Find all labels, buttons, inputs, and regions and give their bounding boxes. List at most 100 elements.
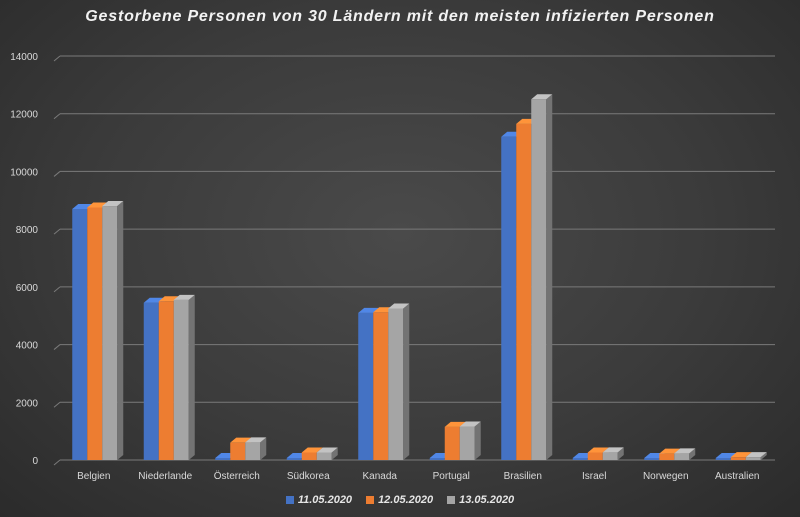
bar-front xyxy=(602,452,618,460)
bar-front xyxy=(531,99,547,461)
bar-front xyxy=(215,458,231,460)
bar-front xyxy=(587,452,603,460)
bar-side xyxy=(617,447,624,460)
legend-item: 13.05.2020 xyxy=(447,494,514,506)
bar-front xyxy=(373,312,389,460)
bar-top xyxy=(730,452,752,458)
y-tick-label: 4000 xyxy=(16,341,39,352)
bar-front xyxy=(659,453,675,460)
bar-front xyxy=(459,426,475,460)
bar xyxy=(316,447,338,460)
bar-front xyxy=(301,452,317,460)
bar xyxy=(531,94,553,461)
bar-front xyxy=(429,458,445,460)
bar-front xyxy=(230,442,246,460)
x-tick-label: Brasilien xyxy=(504,471,542,482)
legend-item: 11.05.2020 xyxy=(285,494,353,506)
bar-side xyxy=(689,448,696,460)
bar xyxy=(173,294,195,460)
bar-side xyxy=(117,201,124,461)
bar-side xyxy=(260,437,267,460)
bar-top xyxy=(316,447,338,453)
bar-front xyxy=(87,207,103,460)
bar-top xyxy=(301,447,323,453)
bar xyxy=(674,448,696,460)
x-tick-label: Portugal xyxy=(433,471,470,482)
bar-top xyxy=(745,452,767,458)
bar-top xyxy=(602,447,624,453)
bar-top xyxy=(102,201,124,207)
bar-front xyxy=(158,301,174,460)
bar xyxy=(245,437,267,460)
legend-item: 12.05.2020 xyxy=(366,494,433,506)
x-tick-label: Australien xyxy=(715,471,759,482)
y-tick-label: 12000 xyxy=(10,110,38,121)
gridline-depth xyxy=(53,171,61,177)
bar-front xyxy=(715,458,731,460)
bar-front xyxy=(501,136,517,461)
bar-front xyxy=(644,458,660,460)
bar-front xyxy=(72,208,88,460)
bar-front xyxy=(358,312,374,460)
x-tick-label: Südkorea xyxy=(287,471,330,482)
chart-legend: 11.05.2020 12.05.2020 13.05.2020 xyxy=(0,494,800,506)
gridline-depth xyxy=(53,113,61,120)
bar-top xyxy=(587,447,609,453)
gridline-depth xyxy=(53,459,61,466)
x-tick-label: Norwegen xyxy=(643,471,689,482)
bar-side xyxy=(188,294,195,460)
bar-front xyxy=(444,426,460,460)
bar-front xyxy=(388,308,404,460)
bar-front xyxy=(102,206,118,460)
y-tick-label: 14000 xyxy=(10,52,38,63)
bar-front xyxy=(730,457,746,460)
bar-top xyxy=(245,437,267,443)
bar-front xyxy=(245,442,261,460)
bar-side xyxy=(546,94,553,461)
bar-top xyxy=(674,448,696,454)
gridline-depth xyxy=(53,228,61,235)
y-tick-label: 0 xyxy=(32,456,38,467)
legend-swatch xyxy=(447,496,456,504)
legend-label: 13.05.2020 xyxy=(459,494,515,506)
bar-top xyxy=(230,437,252,443)
gridline-depth xyxy=(53,55,61,62)
chart-title: Gestorbene Personen von 30 Ländern mit d… xyxy=(85,8,715,25)
bar xyxy=(745,452,767,460)
bar-front xyxy=(143,302,159,460)
bar-top xyxy=(531,94,553,100)
x-tick-label: Israel xyxy=(582,471,606,482)
y-tick-label: 10000 xyxy=(10,167,38,178)
x-tick-label: Belgien xyxy=(77,471,110,482)
bar-side xyxy=(474,421,481,460)
bar xyxy=(459,421,481,460)
bar-top xyxy=(459,421,481,427)
bar-side xyxy=(403,303,410,460)
gridline-depth xyxy=(53,286,61,293)
bar-front xyxy=(286,458,302,460)
gridline-depth xyxy=(53,401,61,408)
y-tick-label: 6000 xyxy=(16,283,39,294)
bar-front xyxy=(572,458,588,460)
bar-top xyxy=(173,294,195,300)
bar-front xyxy=(173,299,189,460)
legend-swatch xyxy=(285,496,294,504)
bar xyxy=(102,201,124,461)
legend-label: 11.05.2020 xyxy=(297,494,353,506)
bar-side xyxy=(331,447,338,460)
bar xyxy=(388,303,410,460)
bar-top xyxy=(388,303,410,309)
bar-top xyxy=(444,421,466,427)
bar-front xyxy=(316,452,332,460)
legend-swatch xyxy=(366,496,375,504)
bar-front xyxy=(745,457,761,460)
bar-top xyxy=(358,307,380,313)
gridline-depth xyxy=(53,344,61,350)
legend-label: 12.05.2020 xyxy=(378,494,434,506)
bar-side xyxy=(760,452,767,460)
bar xyxy=(602,447,624,460)
x-tick-label: Kanada xyxy=(363,471,398,482)
x-tick-label: Österreich xyxy=(214,470,260,482)
